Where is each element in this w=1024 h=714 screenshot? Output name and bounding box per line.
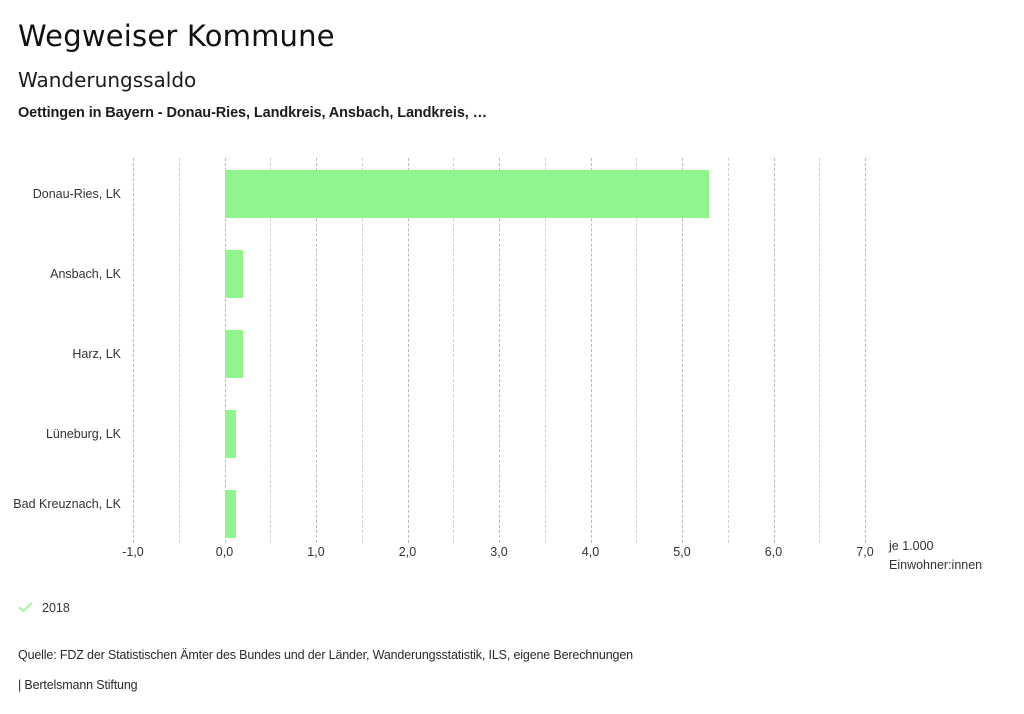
axis-unit-label: je 1.000 Einwohner:innen (889, 537, 982, 575)
gridline-minor (544, 158, 546, 543)
source-note: Quelle: FDZ der Statistischen Ämter des … (18, 648, 633, 662)
gridline-major (590, 158, 592, 543)
check-icon (18, 600, 33, 615)
gridline-minor (727, 158, 729, 543)
chart-legend[interactable]: 2018 (18, 600, 70, 615)
axis-unit-line-2: Einwohner:innen (889, 558, 983, 572)
x-tick-label: 5,0 (673, 545, 691, 559)
gridline-minor (636, 158, 638, 543)
gridline-major (407, 158, 409, 543)
bar-row (133, 410, 858, 458)
axis-unit-line-1: je 1.000 (889, 539, 934, 553)
bar-row (133, 490, 858, 538)
bar-row (133, 330, 858, 378)
gridline-minor (453, 158, 455, 543)
chart-description: Oettingen in Bayern - Donau-Ries, Landkr… (18, 105, 488, 122)
chart-footer: Quelle: FDZ der Statistischen Ämter des … (18, 640, 1006, 700)
x-tick-label: 6,0 (764, 545, 783, 559)
x-tick-label: -1,0 (122, 545, 144, 559)
legend-item-label: 2018 (42, 600, 70, 615)
x-tick-label: 4,0 (581, 545, 600, 559)
chart-plot-wrapper: Donau-Ries, LK Ansbach, LK Harz, LK Lünebur… (0, 155, 1024, 572)
bar[interactable] (224, 490, 237, 538)
publisher-note: | Bertelsmann Stiftung (18, 678, 138, 692)
chart-subtitle: Wanderungssaldo (18, 68, 197, 93)
gridline-major (316, 158, 317, 543)
category-label: Bad Kreuznach, LK (13, 497, 121, 511)
bar[interactable] (224, 410, 237, 458)
x-tick-label: 0,0 (215, 545, 234, 559)
chart-header: Wegweiser Kommune Wanderungssaldo Oettin… (18, 0, 1006, 122)
gridline-major (499, 158, 500, 543)
page-title: Wegweiser Kommune (18, 19, 335, 53)
x-tick-label: 3,0 (490, 545, 508, 559)
bar[interactable] (224, 170, 710, 218)
x-axis: je 1.000 Einwohner:innen -1,0 0,0 1,0 2,0 3,… (0, 539, 1024, 585)
gridline-major (133, 158, 134, 543)
gridline-minor (270, 158, 272, 543)
x-tick-label: 2,0 (398, 545, 417, 559)
category-label: Lüneburg, LK (45, 427, 121, 441)
gridline-minor (178, 158, 180, 543)
category-label: Donau-Ries, LK (32, 187, 121, 201)
bar-row (133, 170, 858, 218)
gridline-minor (819, 158, 821, 543)
plot-area: Donau-Ries, LK Ansbach, LK Harz, LK Lünebur… (13, 158, 866, 543)
category-label: Harz, LK (72, 347, 121, 361)
gridline-major (865, 158, 866, 543)
gridline-major (682, 158, 683, 543)
bar[interactable] (224, 330, 243, 378)
gridline-minor (361, 158, 363, 543)
bar[interactable] (224, 250, 243, 298)
gridline-major (773, 158, 775, 543)
x-tick-label: 7,0 (856, 545, 874, 559)
bar-row (133, 250, 858, 298)
x-tick-label: 1,0 (307, 545, 325, 559)
category-label: Ansbach, LK (50, 267, 121, 281)
